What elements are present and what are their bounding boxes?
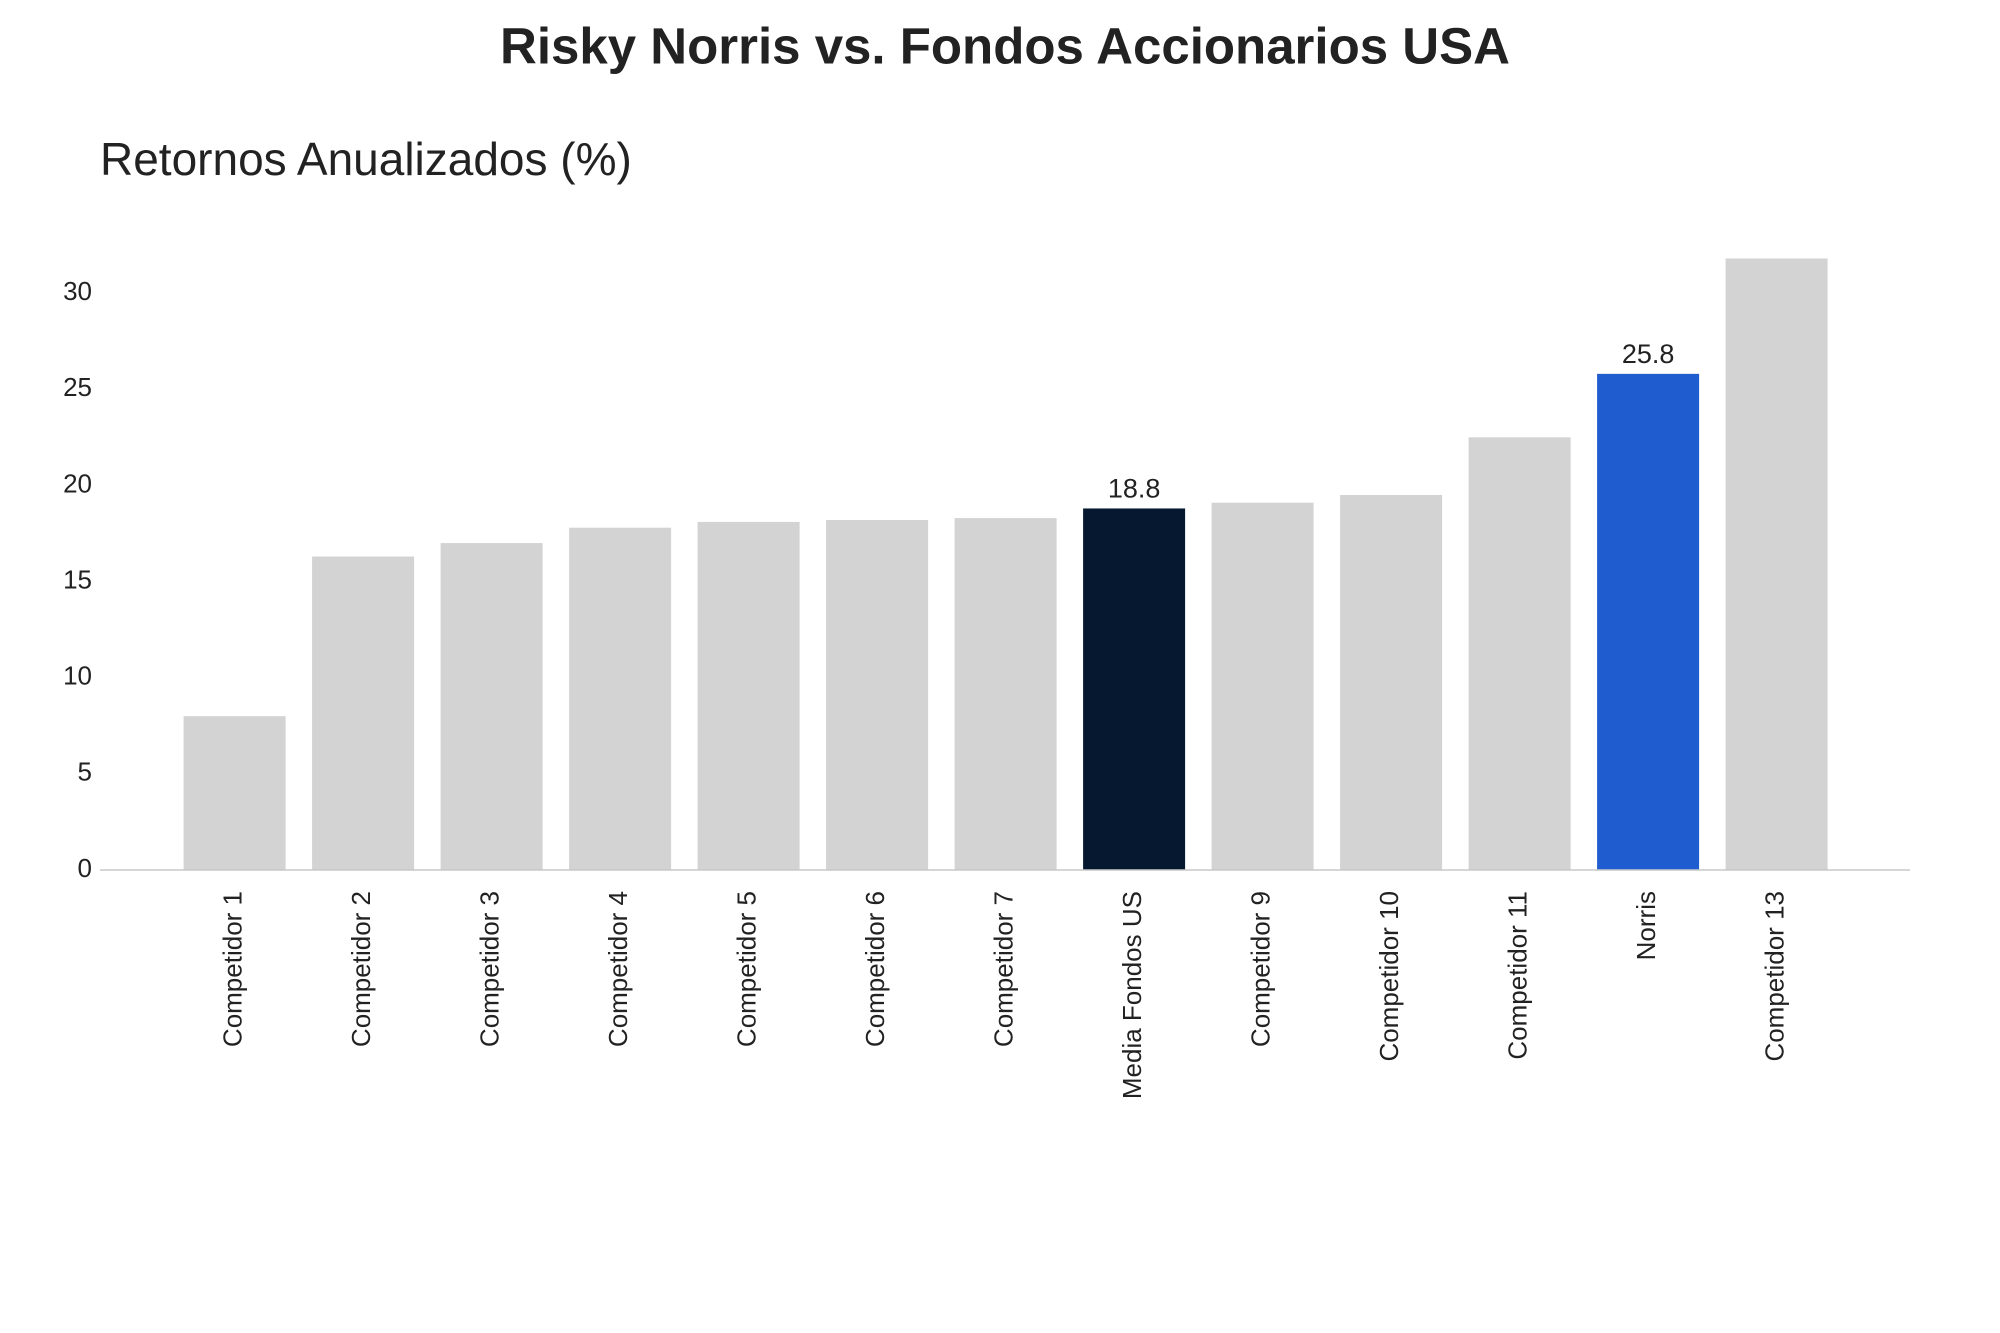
bar	[1083, 508, 1186, 870]
y-tick-label: 20	[63, 468, 92, 498]
bar	[1468, 437, 1571, 870]
bar	[954, 518, 1057, 870]
y-tick-label: 0	[78, 853, 92, 883]
x-tick-label: Competidor 13	[1759, 891, 1789, 1062]
bar	[1597, 373, 1700, 870]
bar	[1340, 495, 1443, 870]
value-label: 25.8	[1622, 339, 1675, 369]
bar	[569, 527, 672, 870]
x-tick-label: Competidor 3	[474, 891, 504, 1047]
value-label: 18.8	[1108, 474, 1161, 504]
x-tick-label: Competidor 7	[988, 891, 1018, 1047]
x-tick-label: Competidor 10	[1374, 891, 1404, 1062]
bar	[183, 716, 286, 870]
x-tick-label: Media Fondos US	[1117, 891, 1147, 1099]
bar	[1211, 502, 1314, 870]
bar	[826, 520, 929, 870]
y-tick-label: 5	[78, 757, 92, 787]
y-tick-label: 10	[63, 661, 92, 691]
x-tick-label: Norris	[1631, 891, 1661, 960]
chart-subtitle: Retornos Anualizados (%)	[100, 133, 632, 185]
x-tick-label: Competidor 2	[346, 891, 376, 1047]
bar	[697, 521, 800, 870]
x-tick-label: Competidor 5	[731, 891, 761, 1047]
x-tick-label: Competidor 11	[1502, 891, 1532, 1060]
chart-title: Risky Norris vs. Fondos Accionarios USA	[500, 17, 1510, 74]
bar	[312, 556, 415, 870]
x-tick-label: Competidor 9	[1245, 891, 1275, 1047]
y-tick-label: 15	[63, 564, 92, 594]
y-tick-label: 25	[63, 372, 92, 402]
y-tick-label: 30	[63, 276, 92, 306]
bar	[440, 543, 543, 870]
x-tick-label: Competidor 6	[860, 891, 890, 1047]
x-tick-label: Competidor 1	[217, 891, 247, 1047]
bar	[1725, 258, 1828, 870]
x-tick-label: Competidor 4	[603, 891, 633, 1047]
